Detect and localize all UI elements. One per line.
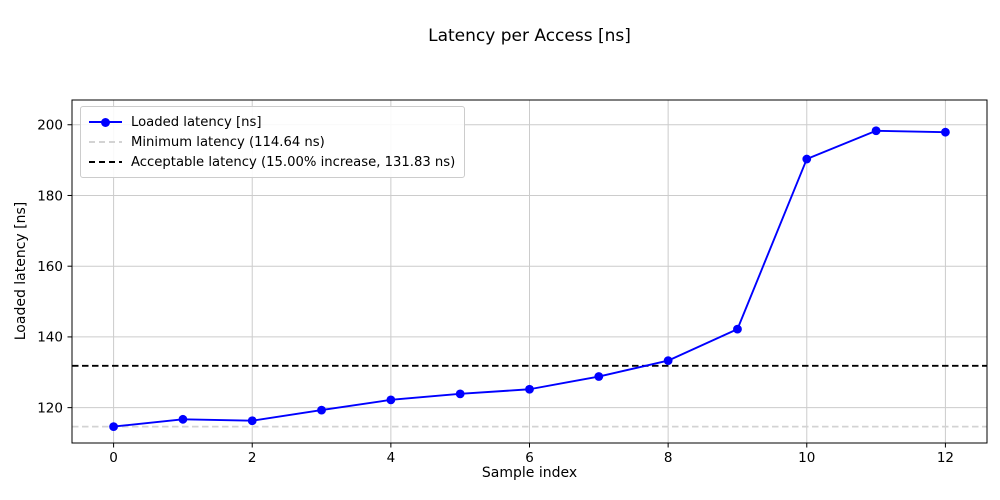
legend-dash-black-icon [89, 161, 122, 163]
chart-title: Latency per Access [ns] [428, 26, 631, 46]
legend-label-loaded-latency: Loaded latency [ns] [131, 114, 262, 130]
loaded-latency-marker [663, 356, 673, 366]
x-tick-label: 6 [525, 450, 534, 466]
x-tick-label: 8 [664, 450, 673, 466]
loaded-latency-marker [525, 384, 534, 394]
y-tick-label: 200 [37, 118, 63, 134]
legend-swatch-black-dashed-icon [89, 155, 122, 169]
legend-label-minimum-latency: Minimum latency (114.64 ns) [131, 134, 325, 150]
x-tick-label: 0 [109, 450, 118, 466]
y-axis-label: Loaded latency [ns] [13, 201, 29, 341]
y-tick-label: 160 [37, 259, 63, 275]
legend-item-acceptable-latency: Acceptable latency (15.00% increase, 131… [89, 152, 455, 172]
legend-swatch-solid-line-marker-icon [89, 115, 122, 129]
loaded-latency-marker [733, 324, 742, 334]
y-tick-label: 120 [37, 400, 63, 416]
loaded-latency-marker [802, 154, 812, 164]
x-axis-label: Sample index [481, 465, 578, 481]
y-tick-label: 180 [37, 188, 63, 204]
loaded-latency-marker [594, 372, 604, 381]
loaded-latency-marker [386, 395, 396, 405]
legend-item-loaded-latency: Loaded latency [ns] [89, 112, 455, 132]
legend-marker-dot-icon [101, 117, 110, 127]
loaded-latency-marker [247, 416, 257, 426]
legend-swatch-gray-dashed-icon [89, 135, 122, 149]
loaded-latency-marker [178, 414, 188, 424]
loaded-latency-marker [317, 405, 326, 415]
legend-dash-gray-icon [89, 141, 122, 143]
x-tick-label: 12 [937, 450, 954, 466]
x-tick-label: 2 [248, 450, 257, 466]
legend-label-acceptable-latency: Acceptable latency (15.00% increase, 131… [131, 154, 456, 170]
loaded-latency-marker [455, 389, 465, 399]
loaded-latency-marker [871, 126, 881, 136]
loaded-latency-marker [941, 127, 950, 137]
x-tick-label: 4 [387, 450, 396, 466]
legend-item-minimum-latency: Minimum latency (114.64 ns) [89, 132, 455, 152]
x-tick-label: 10 [798, 450, 815, 466]
y-tick-label: 140 [37, 330, 63, 346]
legend: Loaded latency [ns] Minimum latency (114… [80, 106, 466, 178]
loaded-latency-marker [109, 422, 118, 431]
